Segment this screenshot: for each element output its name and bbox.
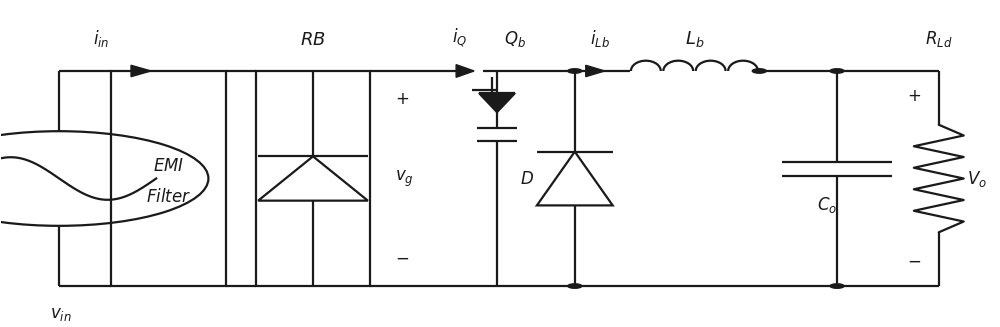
Text: $-$: $-$ xyxy=(395,249,409,267)
Text: $i_{in}$: $i_{in}$ xyxy=(93,28,109,49)
Text: $RB$: $RB$ xyxy=(300,31,326,49)
Text: $V_o$: $V_o$ xyxy=(967,168,987,188)
Circle shape xyxy=(568,284,582,288)
Text: $EMI$: $EMI$ xyxy=(153,157,184,175)
Text: $L_b$: $L_b$ xyxy=(685,29,704,49)
Polygon shape xyxy=(586,65,605,77)
Bar xyxy=(111,71,226,286)
Text: $-$: $-$ xyxy=(907,252,921,270)
Bar xyxy=(256,71,370,286)
Polygon shape xyxy=(131,65,151,77)
Text: $i_{Lb}$: $i_{Lb}$ xyxy=(590,28,610,49)
Circle shape xyxy=(830,69,844,73)
Text: $D$: $D$ xyxy=(520,169,534,187)
Polygon shape xyxy=(456,65,474,77)
Text: $+$: $+$ xyxy=(907,87,921,105)
Text: $Filter$: $Filter$ xyxy=(146,188,191,206)
Text: $Q_b$: $Q_b$ xyxy=(504,29,526,49)
Polygon shape xyxy=(479,93,515,112)
Text: $C_o$: $C_o$ xyxy=(817,195,837,215)
Text: $v_{in}$: $v_{in}$ xyxy=(50,305,72,323)
Circle shape xyxy=(830,284,844,288)
Circle shape xyxy=(752,69,766,73)
Circle shape xyxy=(568,69,582,73)
Text: $i_Q$: $i_Q$ xyxy=(452,26,468,49)
Text: $R_{Ld}$: $R_{Ld}$ xyxy=(925,29,953,49)
Text: $+$: $+$ xyxy=(395,91,409,109)
Text: $v_g$: $v_g$ xyxy=(395,168,414,189)
